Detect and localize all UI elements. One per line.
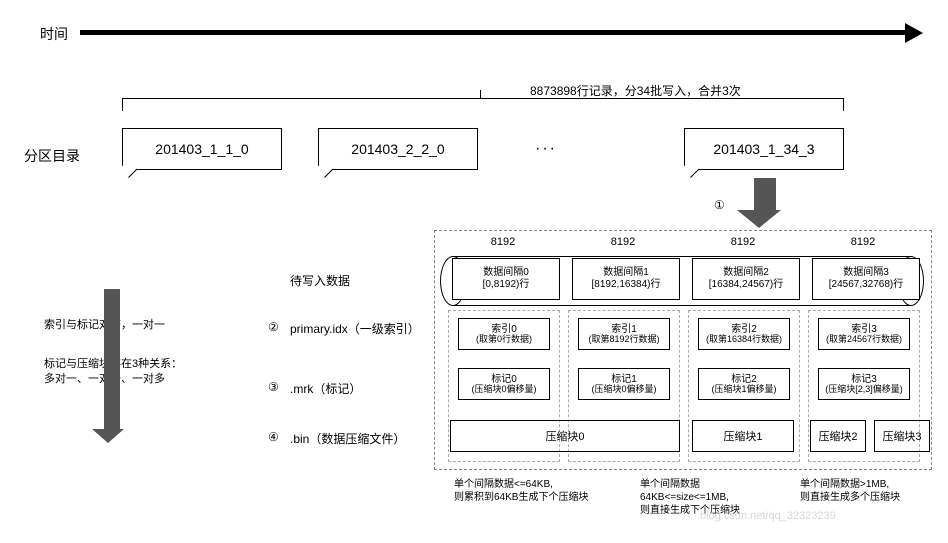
timeline-line: [80, 30, 910, 35]
step-pending: 待写入数据: [290, 272, 350, 289]
step-mark-3: ③: [268, 380, 279, 394]
interval-0: 数据间隔0[0,8192)行: [452, 258, 560, 300]
partition-dir-2: 201403_2_2_0: [318, 128, 478, 170]
footnote-0: 单个间隔数据<=64KB, 则累积到64KB生成下个压缩块: [454, 478, 614, 504]
mrk-1: 标记1(压缩块0偏移量): [578, 368, 670, 400]
idx-1: 索引1(取第8192行数据): [578, 318, 670, 350]
partition-dir-3: 201403_1_34_3: [684, 128, 844, 170]
col-head-0: 8192: [448, 236, 558, 248]
bracket-stem: [480, 90, 481, 98]
interval-1: 数据间隔1[8192,16384)行: [572, 258, 680, 300]
interval-2: 数据间隔2[16384,24567)行: [692, 258, 800, 300]
partition-ellipsis: ···: [535, 140, 557, 158]
interval-3: 数据间隔3[24567,32768)行: [812, 258, 920, 300]
partition-label: 分区目录: [24, 146, 80, 166]
mrk-3: 标记3(压缩块[2,3]偏移量): [818, 368, 910, 400]
timeline-arrowhead: [905, 23, 923, 43]
mrk-2: 标记2(压缩块1偏移量): [698, 368, 790, 400]
arrow-down-main: [748, 178, 781, 228]
mrk-0: 标记0(压缩块0偏移量): [458, 368, 550, 400]
step-bin: .bin（数据压缩文件）: [290, 430, 405, 447]
step-mark-4: ④: [268, 430, 279, 444]
timeline-label: 时间: [40, 24, 68, 44]
col-head-2: 8192: [688, 236, 798, 248]
step-primary-idx: primary.idx（一级索引）: [290, 320, 420, 337]
idx-0: 索引0(取第0行数据): [458, 318, 550, 350]
step-mrk: .mrk（标记）: [290, 380, 361, 397]
partition-dir-1: 201403_1_1_0: [122, 128, 282, 170]
summary-text: 8873898行记录，分34批写入，合并3次: [530, 82, 741, 99]
step-mark-1: ①: [714, 198, 725, 212]
idx-2: 索引2(取第16384行数据): [698, 318, 790, 350]
watermark: blog.csdn.net/qq_32323239: [700, 510, 836, 522]
step-mark-2: ②: [268, 320, 279, 334]
summary-bracket: [122, 98, 844, 111]
col-head-3: 8192: [808, 236, 918, 248]
col-head-1: 8192: [568, 236, 678, 248]
bin-0: 压缩块0: [450, 420, 680, 452]
footnote-2: 单个间隔数据>1MB, 则直接生成多个压缩块: [800, 478, 948, 504]
arrow-down-side: [100, 289, 124, 443]
bin-2: 压缩块2: [810, 420, 866, 452]
bin-3: 压缩块3: [874, 420, 930, 452]
idx-3: 索引3(取第24567行数据): [818, 318, 910, 350]
bin-1: 压缩块1: [692, 420, 794, 452]
